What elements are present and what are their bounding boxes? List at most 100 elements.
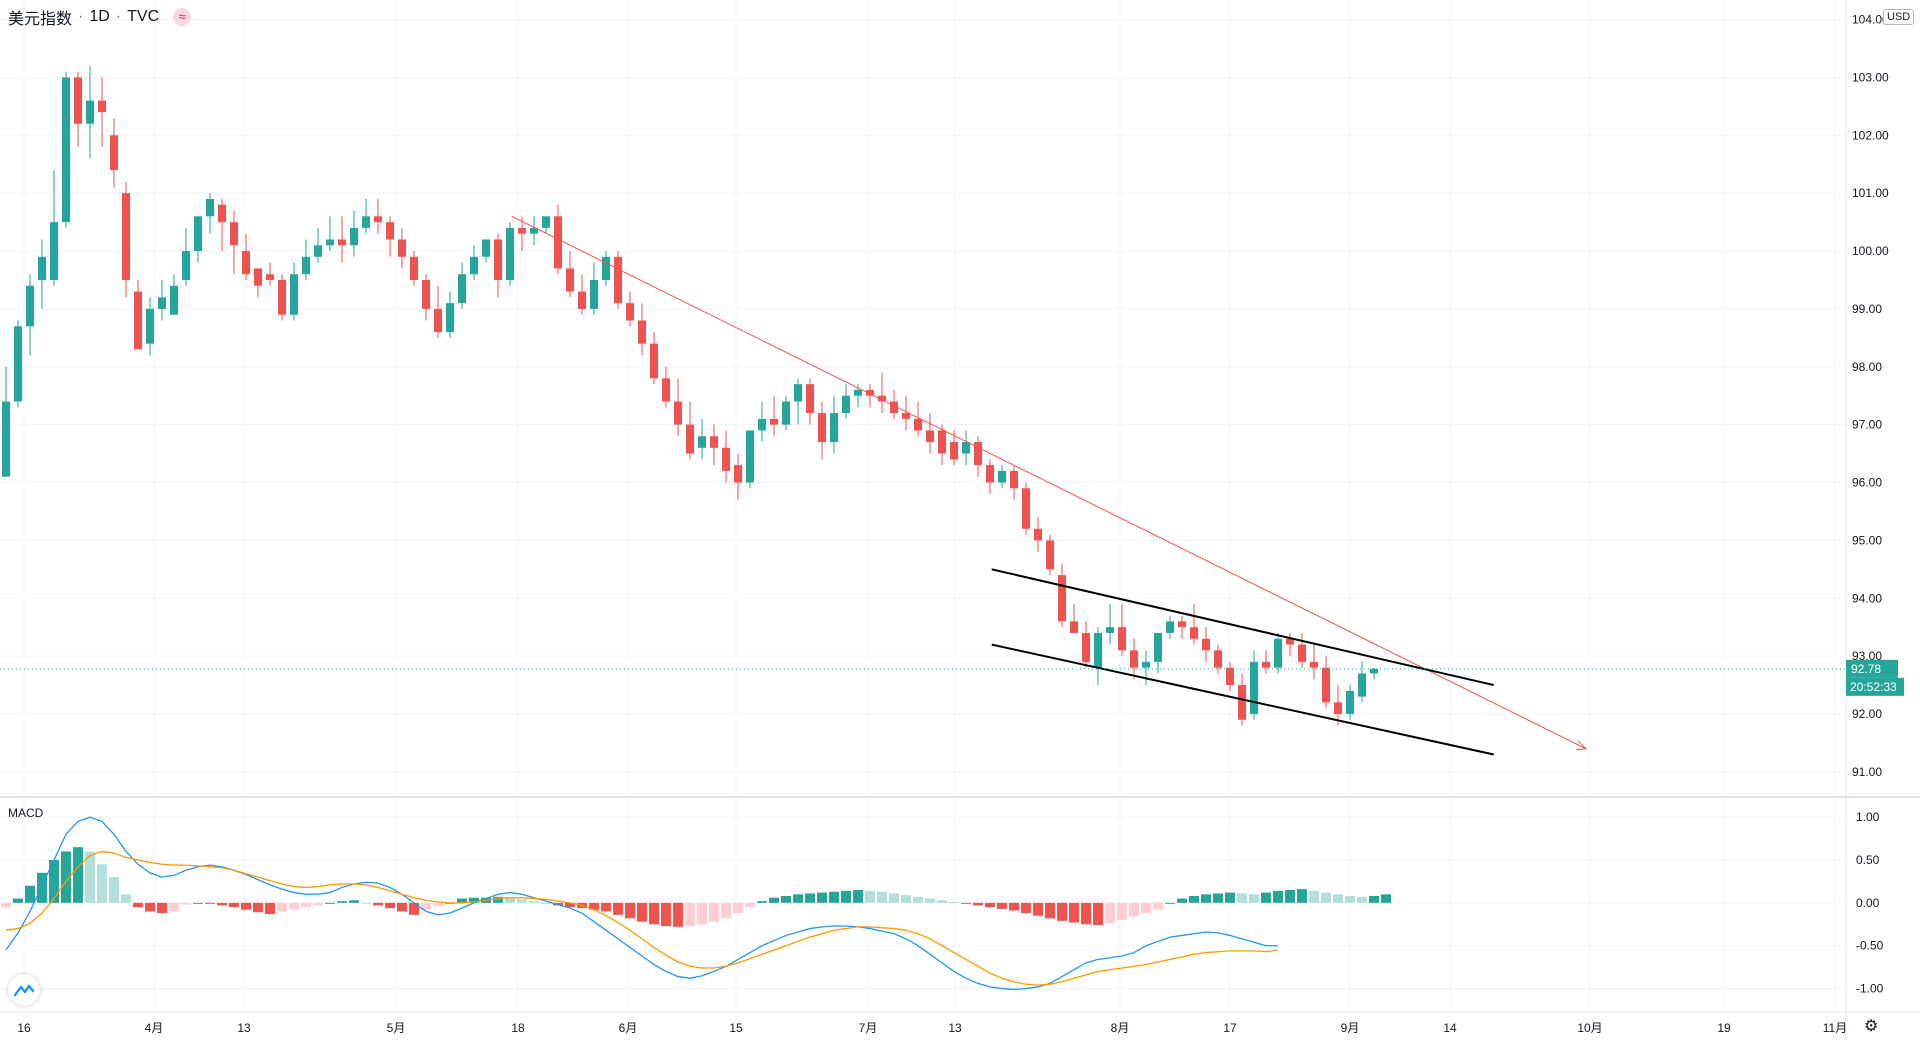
price-tick-label: 92.00 [1852,707,1882,721]
macd-histogram-bar [1177,898,1187,903]
price-tick-label: 94.00 [1852,591,1882,605]
candle-body [1250,661,1258,714]
macd-histogram-bar [757,901,767,903]
candle-body [1298,644,1306,662]
macd-histogram-bar [949,902,959,903]
macd-histogram-bar [145,902,155,912]
macd-histogram-bar [241,902,251,910]
macd-histogram-bar [733,902,743,914]
macd-histogram-bar [541,902,551,904]
currency-label[interactable]: USD [1883,9,1915,25]
macd-histogram-bar [1345,896,1355,903]
macd-histogram-bar [1333,894,1343,903]
macd-histogram-bar [1033,902,1043,916]
candle-body [866,389,874,396]
macd-histogram-bar [961,902,971,904]
candle-body [854,389,862,396]
macd-histogram-bar [121,894,131,903]
candle-body [1262,661,1270,668]
candle-body [554,216,562,269]
candle-body [1202,638,1210,651]
countdown-label: 20:52:33 [1850,680,1897,694]
macd-histogram-bar [181,902,191,905]
macd-tick-label: 0.50 [1856,853,1880,867]
channel-upper-line [991,568,1494,687]
macd-histogram-bar [817,892,827,903]
macd-histogram-bar [721,902,731,919]
macd-histogram-bar [1357,896,1367,903]
macd-histogram-bar [661,902,671,926]
macd-histogram-bar [1225,892,1235,903]
price-tick-label: 99.00 [1852,302,1882,316]
gear-icon[interactable]: ⚙ [1864,1018,1879,1035]
macd-histogram-bar [685,902,695,926]
countdown-badge [1846,677,1904,696]
time-tick-label: 17 [1223,1021,1237,1035]
macd-pane-title: MACD [8,806,44,820]
time-tick-label: 18 [511,1021,525,1035]
macd-tick-label: 0.00 [1856,896,1880,910]
trendline-drawing [511,215,1587,750]
candle-body [278,279,286,315]
candle-body [458,274,466,304]
macd-histogram-bar [85,851,95,903]
macd-histogram-bar [1261,892,1271,903]
macd-histogram-bar [529,901,539,903]
macd-histogram-bar [1273,890,1283,903]
macd-histogram-bar [37,872,47,903]
candle-body [1274,638,1282,668]
time-tick-label: 16 [17,1021,31,1035]
candle-body [734,465,742,483]
price-tick-label: 95.00 [1852,533,1882,547]
candle-body [506,227,514,280]
candle-body [1178,621,1186,628]
candle-body [98,100,106,113]
candle-body [566,268,574,292]
tradingview-logo-icon[interactable] [8,974,40,1006]
candle-body [326,239,334,246]
candle-body [626,303,634,321]
candle-body [1142,661,1150,668]
candle-body [698,436,706,448]
candle-body [362,216,370,228]
candle-body [398,239,406,257]
candle-body [1058,575,1066,622]
time-tick-label: 19 [1717,1021,1731,1035]
candle-body [1226,667,1234,686]
time-tick-label: 11月 [1823,1021,1847,1035]
symbol-name: 美元指数 [8,11,73,28]
candle-body [86,100,94,124]
macd-histogram-bar [865,890,875,903]
macd-histogram-bar [217,902,227,906]
candle-body [422,279,430,309]
candle-body [806,384,814,414]
macd-histogram-bar [745,902,755,908]
macd-histogram-bar [1069,902,1079,923]
candle-body [1094,632,1102,668]
source-label: TVC [127,8,160,25]
interval-label[interactable]: 1D [89,8,110,25]
macd-histogram-bar [361,902,371,904]
candle-body [830,413,838,443]
macd-histogram-bar [673,902,683,927]
macd-histogram-bar [229,902,239,908]
candle-body [38,256,46,280]
macd-histogram-bar [301,902,311,908]
candle-body [542,216,550,228]
candle-body [1010,470,1018,489]
candle-body [194,216,202,252]
indicator-toggle-icon[interactable]: ≈ [173,8,192,26]
signal-line [5,850,1279,986]
macd-histogram-bar [169,902,179,912]
macd-histogram-bar [253,902,263,913]
price-tick-label: 102.00 [1852,128,1889,142]
macd-histogram-bar [1141,902,1151,914]
candle-body [254,268,262,286]
time-tick-label: 5月 [387,1021,406,1035]
candle-body [686,424,694,454]
macd-histogram-bar [925,898,935,903]
time-tick-label: 9月 [1341,1021,1360,1035]
candle-body [1334,702,1342,714]
candle-body [530,227,538,234]
